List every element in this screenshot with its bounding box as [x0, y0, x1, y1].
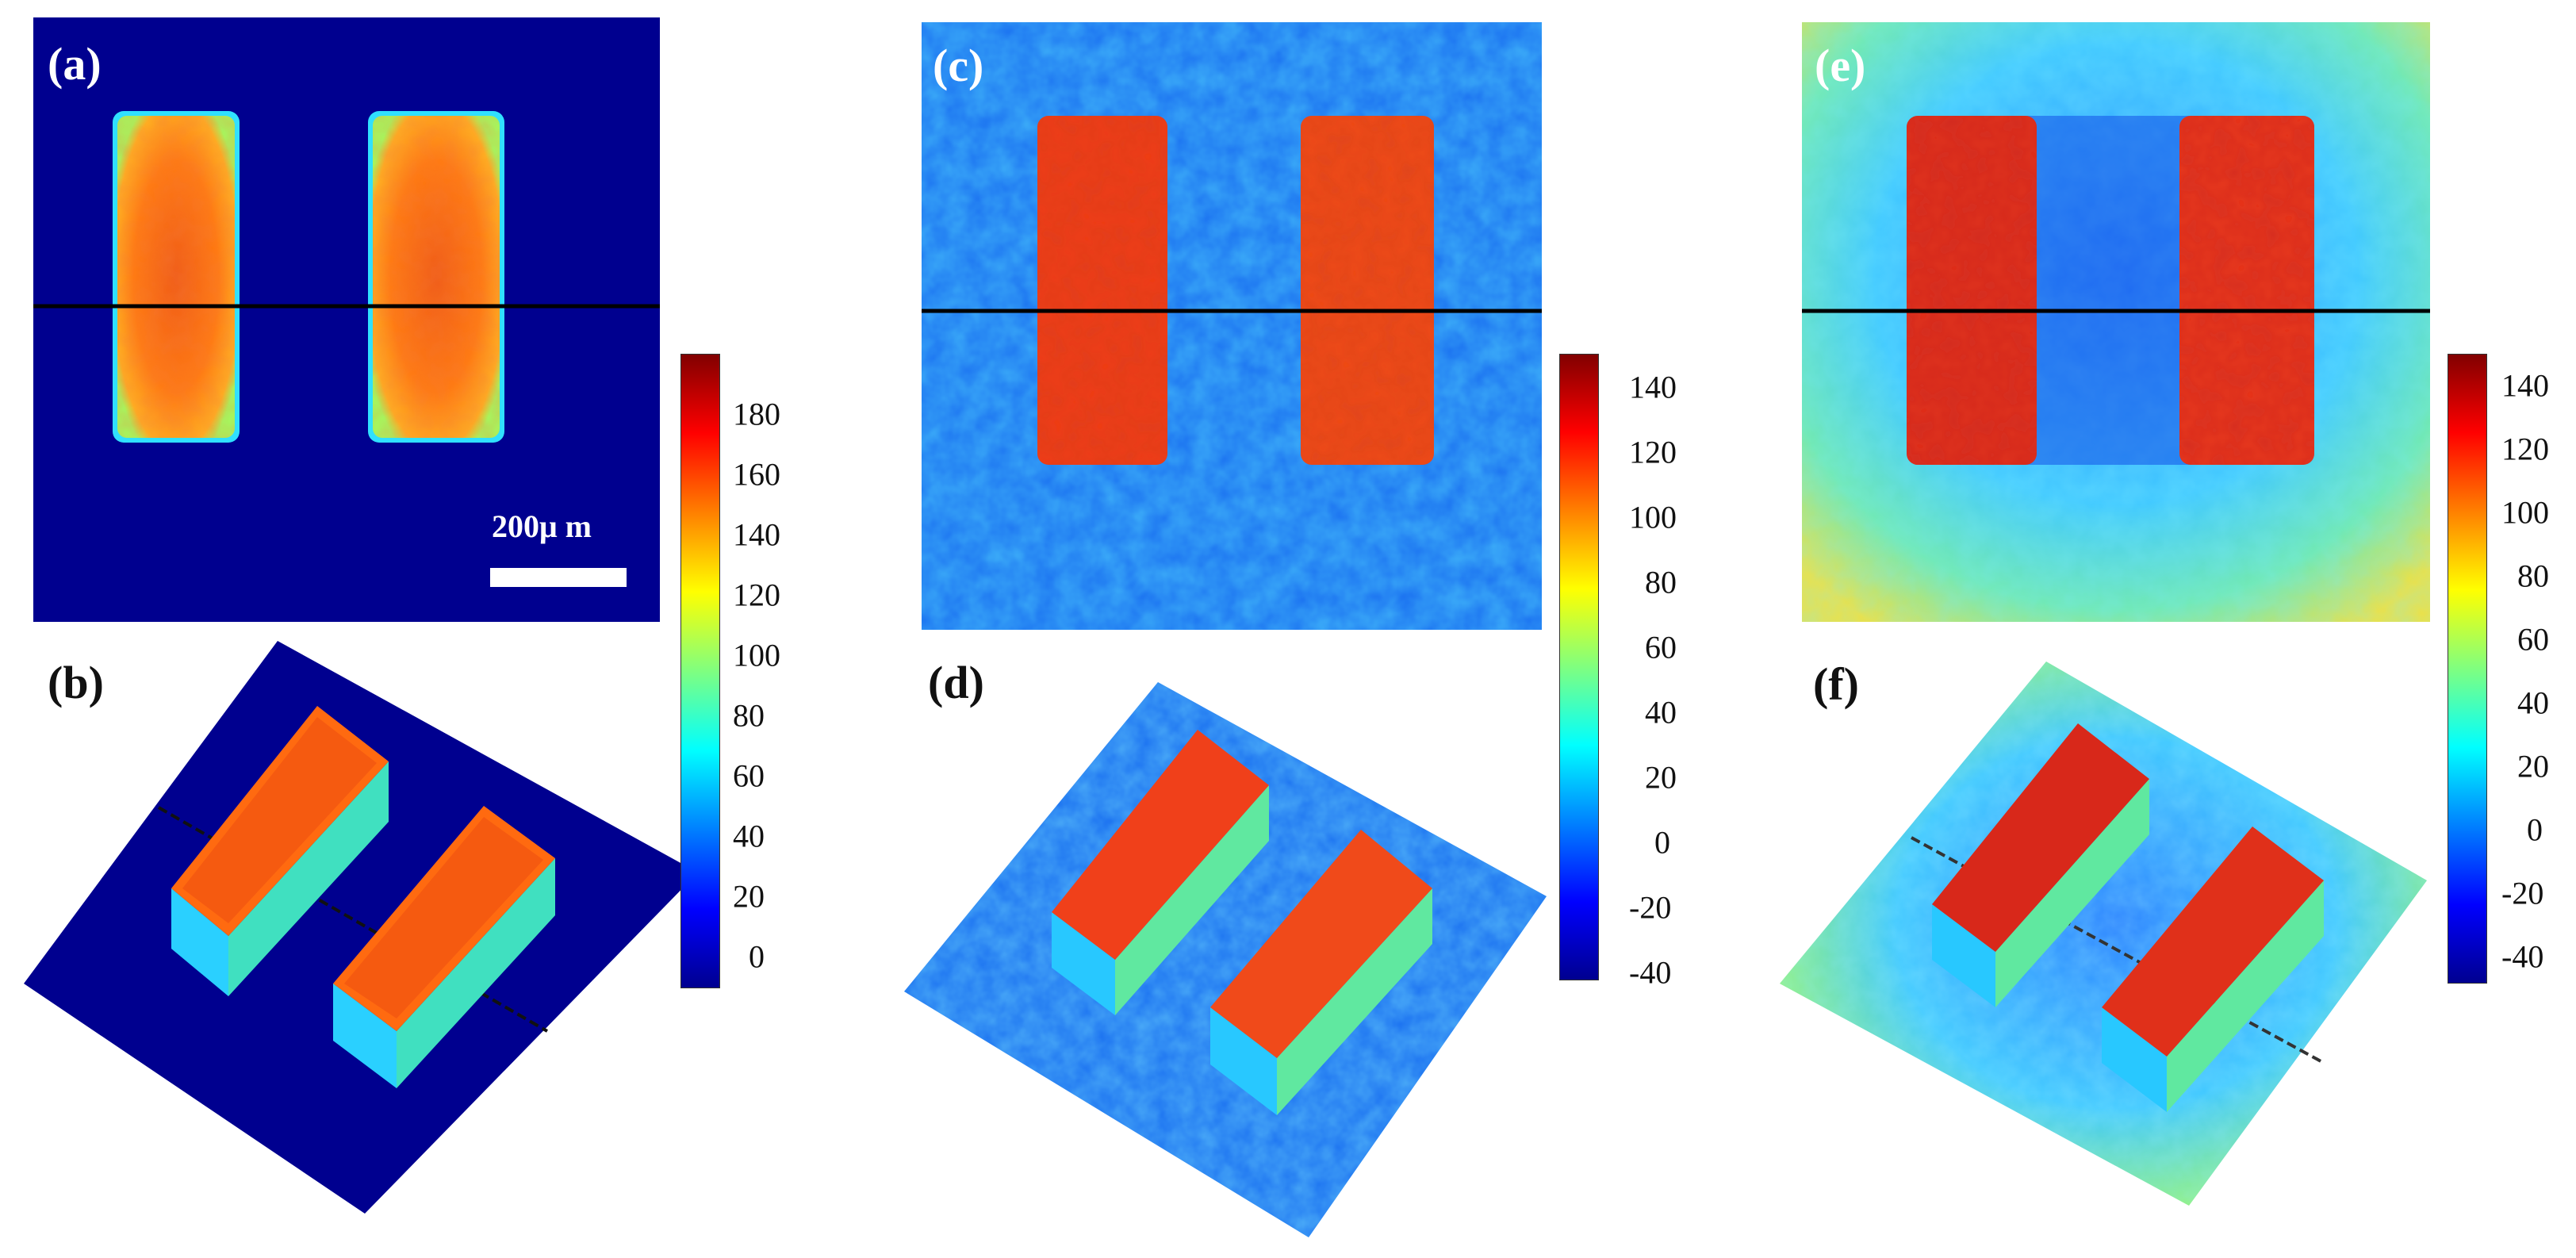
colorbar-2-tick: 120	[1629, 434, 1677, 470]
colorbar-2-ticks: 140 120 100 80 60 40 20 0 -20 -40	[1613, 354, 1716, 991]
height-map-e-image	[1802, 22, 2430, 622]
colorbar-1-ticks: 180 160 140 120 100 80 60 40 20 0	[733, 354, 828, 988]
colorbar-3-tick: 60	[2517, 621, 2549, 658]
height-map-c-image	[922, 22, 1542, 630]
surface-3d-f-image	[1780, 662, 2427, 1206]
panel-label-e: (e)	[1815, 40, 1866, 91]
colorbar-3-ticks: 140 120 100 80 60 40 20 0 -20 -40	[2498, 354, 2576, 984]
colorbar-1-gradient	[680, 354, 720, 988]
colorbar-2-tick: 80	[1645, 564, 1677, 600]
height-map-a-image	[33, 17, 660, 622]
colorbar-3-tick: 40	[2517, 685, 2549, 721]
surface-3d-d	[896, 674, 1554, 1245]
colorbar-3-tick: -40	[2501, 938, 2544, 975]
colorbar-2-tick: 0	[1654, 824, 1670, 861]
colorbar-3-tick: 80	[2517, 558, 2549, 594]
surface-3d-b	[16, 635, 706, 1222]
colorbar-1-tick: 140	[733, 516, 780, 553]
colorbar-1-tick: 40	[733, 818, 765, 854]
surface-3d-b-image	[24, 641, 698, 1214]
colorbar-3-tick: 0	[2527, 811, 2543, 848]
colorbar-1-tick: 160	[733, 456, 780, 493]
colorbar-3-tick: 20	[2517, 748, 2549, 784]
colorbar-1	[680, 354, 720, 988]
colorbar-3-gradient	[2448, 354, 2487, 984]
colorbar-2	[1559, 354, 1599, 980]
colorbar-2-tick: 100	[1629, 499, 1677, 535]
colorbar-1-tick: 60	[733, 757, 765, 794]
colorbar-2-tick: -20	[1629, 889, 1672, 926]
colorbar-2-tick: 140	[1629, 369, 1677, 405]
panel-label-f: (f)	[1813, 658, 1859, 710]
colorbar-1-tick: 0	[749, 938, 765, 975]
colorbar-3-tick: 100	[2501, 494, 2549, 531]
scale-bar-label: 200μ m	[492, 508, 592, 544]
colorbar-2-tick: 60	[1645, 629, 1677, 665]
surface-3d-d-image	[904, 682, 1547, 1237]
colorbar-1-tick: 120	[733, 577, 780, 613]
colorbar-2-tick: 40	[1645, 694, 1677, 731]
height-map-e	[1802, 22, 2430, 622]
colorbar-3-tick: 120	[2501, 431, 2549, 467]
panel-label-b: (b)	[48, 657, 104, 708]
colorbar-3	[2448, 354, 2487, 984]
colorbar-3-tick: 140	[2501, 367, 2549, 404]
panel-label-d: (d)	[928, 657, 984, 708]
panel-label-a: (a)	[48, 38, 102, 90]
scale-bar	[490, 568, 627, 587]
colorbar-1-tick: 180	[733, 396, 780, 432]
colorbar-2-tick: -40	[1629, 954, 1672, 991]
panel-label-c: (c)	[933, 40, 984, 91]
colorbar-1-tick: 80	[733, 697, 765, 734]
surface-3d-f	[1777, 650, 2435, 1222]
colorbar-2-gradient	[1559, 354, 1599, 980]
colorbar-1-tick: 20	[733, 878, 765, 915]
colorbar-2-tick: 20	[1645, 759, 1677, 796]
colorbar-3-tick: -20	[2501, 875, 2544, 911]
height-map-c	[922, 22, 1542, 630]
colorbar-1-tick: 100	[733, 637, 780, 673]
height-map-a	[33, 17, 660, 622]
